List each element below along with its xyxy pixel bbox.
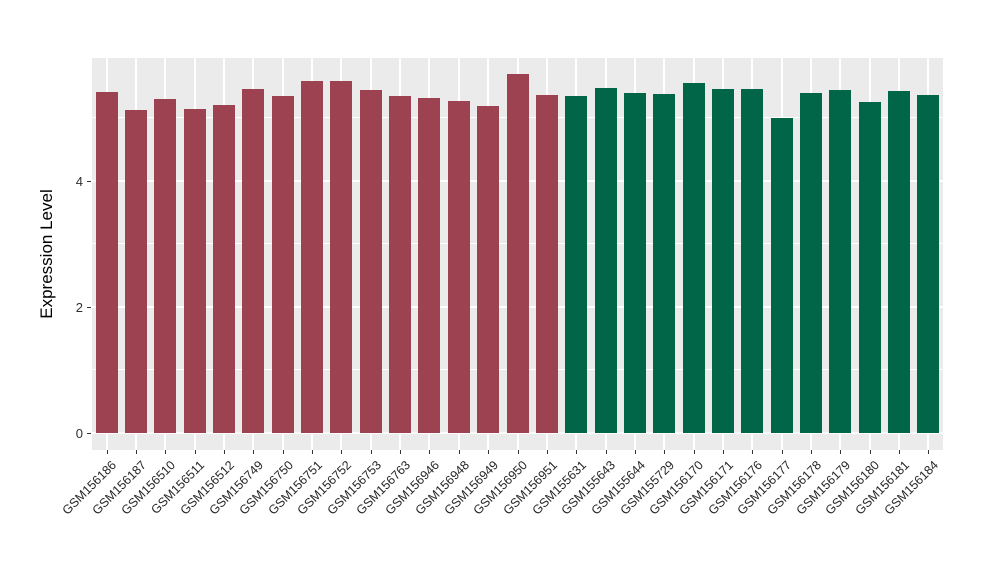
bar-GSM155631 <box>565 95 588 433</box>
bar-GSM156752 <box>330 81 353 433</box>
x-tick-mark <box>928 450 930 454</box>
x-tick-mark <box>664 450 666 454</box>
x-tick-mark <box>546 450 548 454</box>
x-tick-mark <box>312 450 314 454</box>
plot-panel <box>92 58 943 450</box>
x-tick-mark <box>136 450 138 454</box>
x-tick-mark <box>488 450 490 454</box>
bar-GSM156749 <box>242 88 265 433</box>
x-tick-mark <box>224 450 226 454</box>
bar-GSM156186 <box>95 92 118 433</box>
bar-GSM156184 <box>917 94 940 433</box>
bar-GSM156187 <box>125 109 148 433</box>
x-tick-mark <box>341 450 343 454</box>
x-tick-mark <box>165 450 167 454</box>
x-tick-mark <box>194 450 196 454</box>
bar-GSM156946 <box>418 97 441 433</box>
x-tick-mark <box>722 450 724 454</box>
x-tick-mark <box>840 450 842 454</box>
y-tick-label: 0 <box>75 426 83 441</box>
bar-GSM156763 <box>389 96 412 433</box>
y-tick-label: 4 <box>75 173 83 189</box>
bar-GSM156170 <box>682 82 705 433</box>
y-tick-label: 2 <box>75 299 83 315</box>
bar-GSM156950 <box>506 74 529 433</box>
bar-GSM156510 <box>154 98 177 433</box>
bar-GSM156511 <box>183 109 206 433</box>
bar-GSM156949 <box>477 105 500 433</box>
bar-GSM156512 <box>213 104 236 433</box>
x-tick-mark <box>576 450 578 454</box>
bar-GSM155643 <box>594 87 617 433</box>
x-tick-mark <box>752 450 754 454</box>
bar-GSM156751 <box>301 80 324 433</box>
y-tick-mark <box>87 306 91 308</box>
bar-GSM156180 <box>858 101 881 433</box>
bar-GSM156178 <box>799 93 822 433</box>
bar-GSM156753 <box>359 90 382 433</box>
bar-GSM156750 <box>271 96 294 433</box>
bar-GSM155644 <box>623 92 646 433</box>
bar-GSM156181 <box>887 91 910 433</box>
x-tick-mark <box>693 450 695 454</box>
bar-GSM156177 <box>770 117 793 433</box>
bar-GSM156948 <box>447 100 470 433</box>
x-tick-mark <box>605 450 607 454</box>
bar-GSM155729 <box>653 93 676 433</box>
x-tick-mark <box>253 450 255 454</box>
x-tick-mark <box>898 450 900 454</box>
x-tick-mark <box>429 450 431 454</box>
x-tick-mark <box>810 450 812 454</box>
bar-GSM156179 <box>829 90 852 433</box>
bar-GSM156171 <box>711 88 734 433</box>
x-tick-mark <box>458 450 460 454</box>
x-tick-mark <box>370 450 372 454</box>
y-tick-mark <box>87 180 91 182</box>
x-tick-mark <box>106 450 108 454</box>
x-tick-mark <box>400 450 402 454</box>
x-tick-mark <box>869 450 871 454</box>
bar-GSM156951 <box>535 94 558 433</box>
y-tick-mark <box>87 433 91 434</box>
x-tick-mark <box>517 450 519 454</box>
y-axis-title: Expression Level <box>37 189 56 319</box>
x-tick-mark <box>781 450 783 454</box>
x-tick-mark <box>634 450 636 454</box>
x-tick-mark <box>282 450 284 454</box>
bar-GSM156176 <box>741 88 764 433</box>
